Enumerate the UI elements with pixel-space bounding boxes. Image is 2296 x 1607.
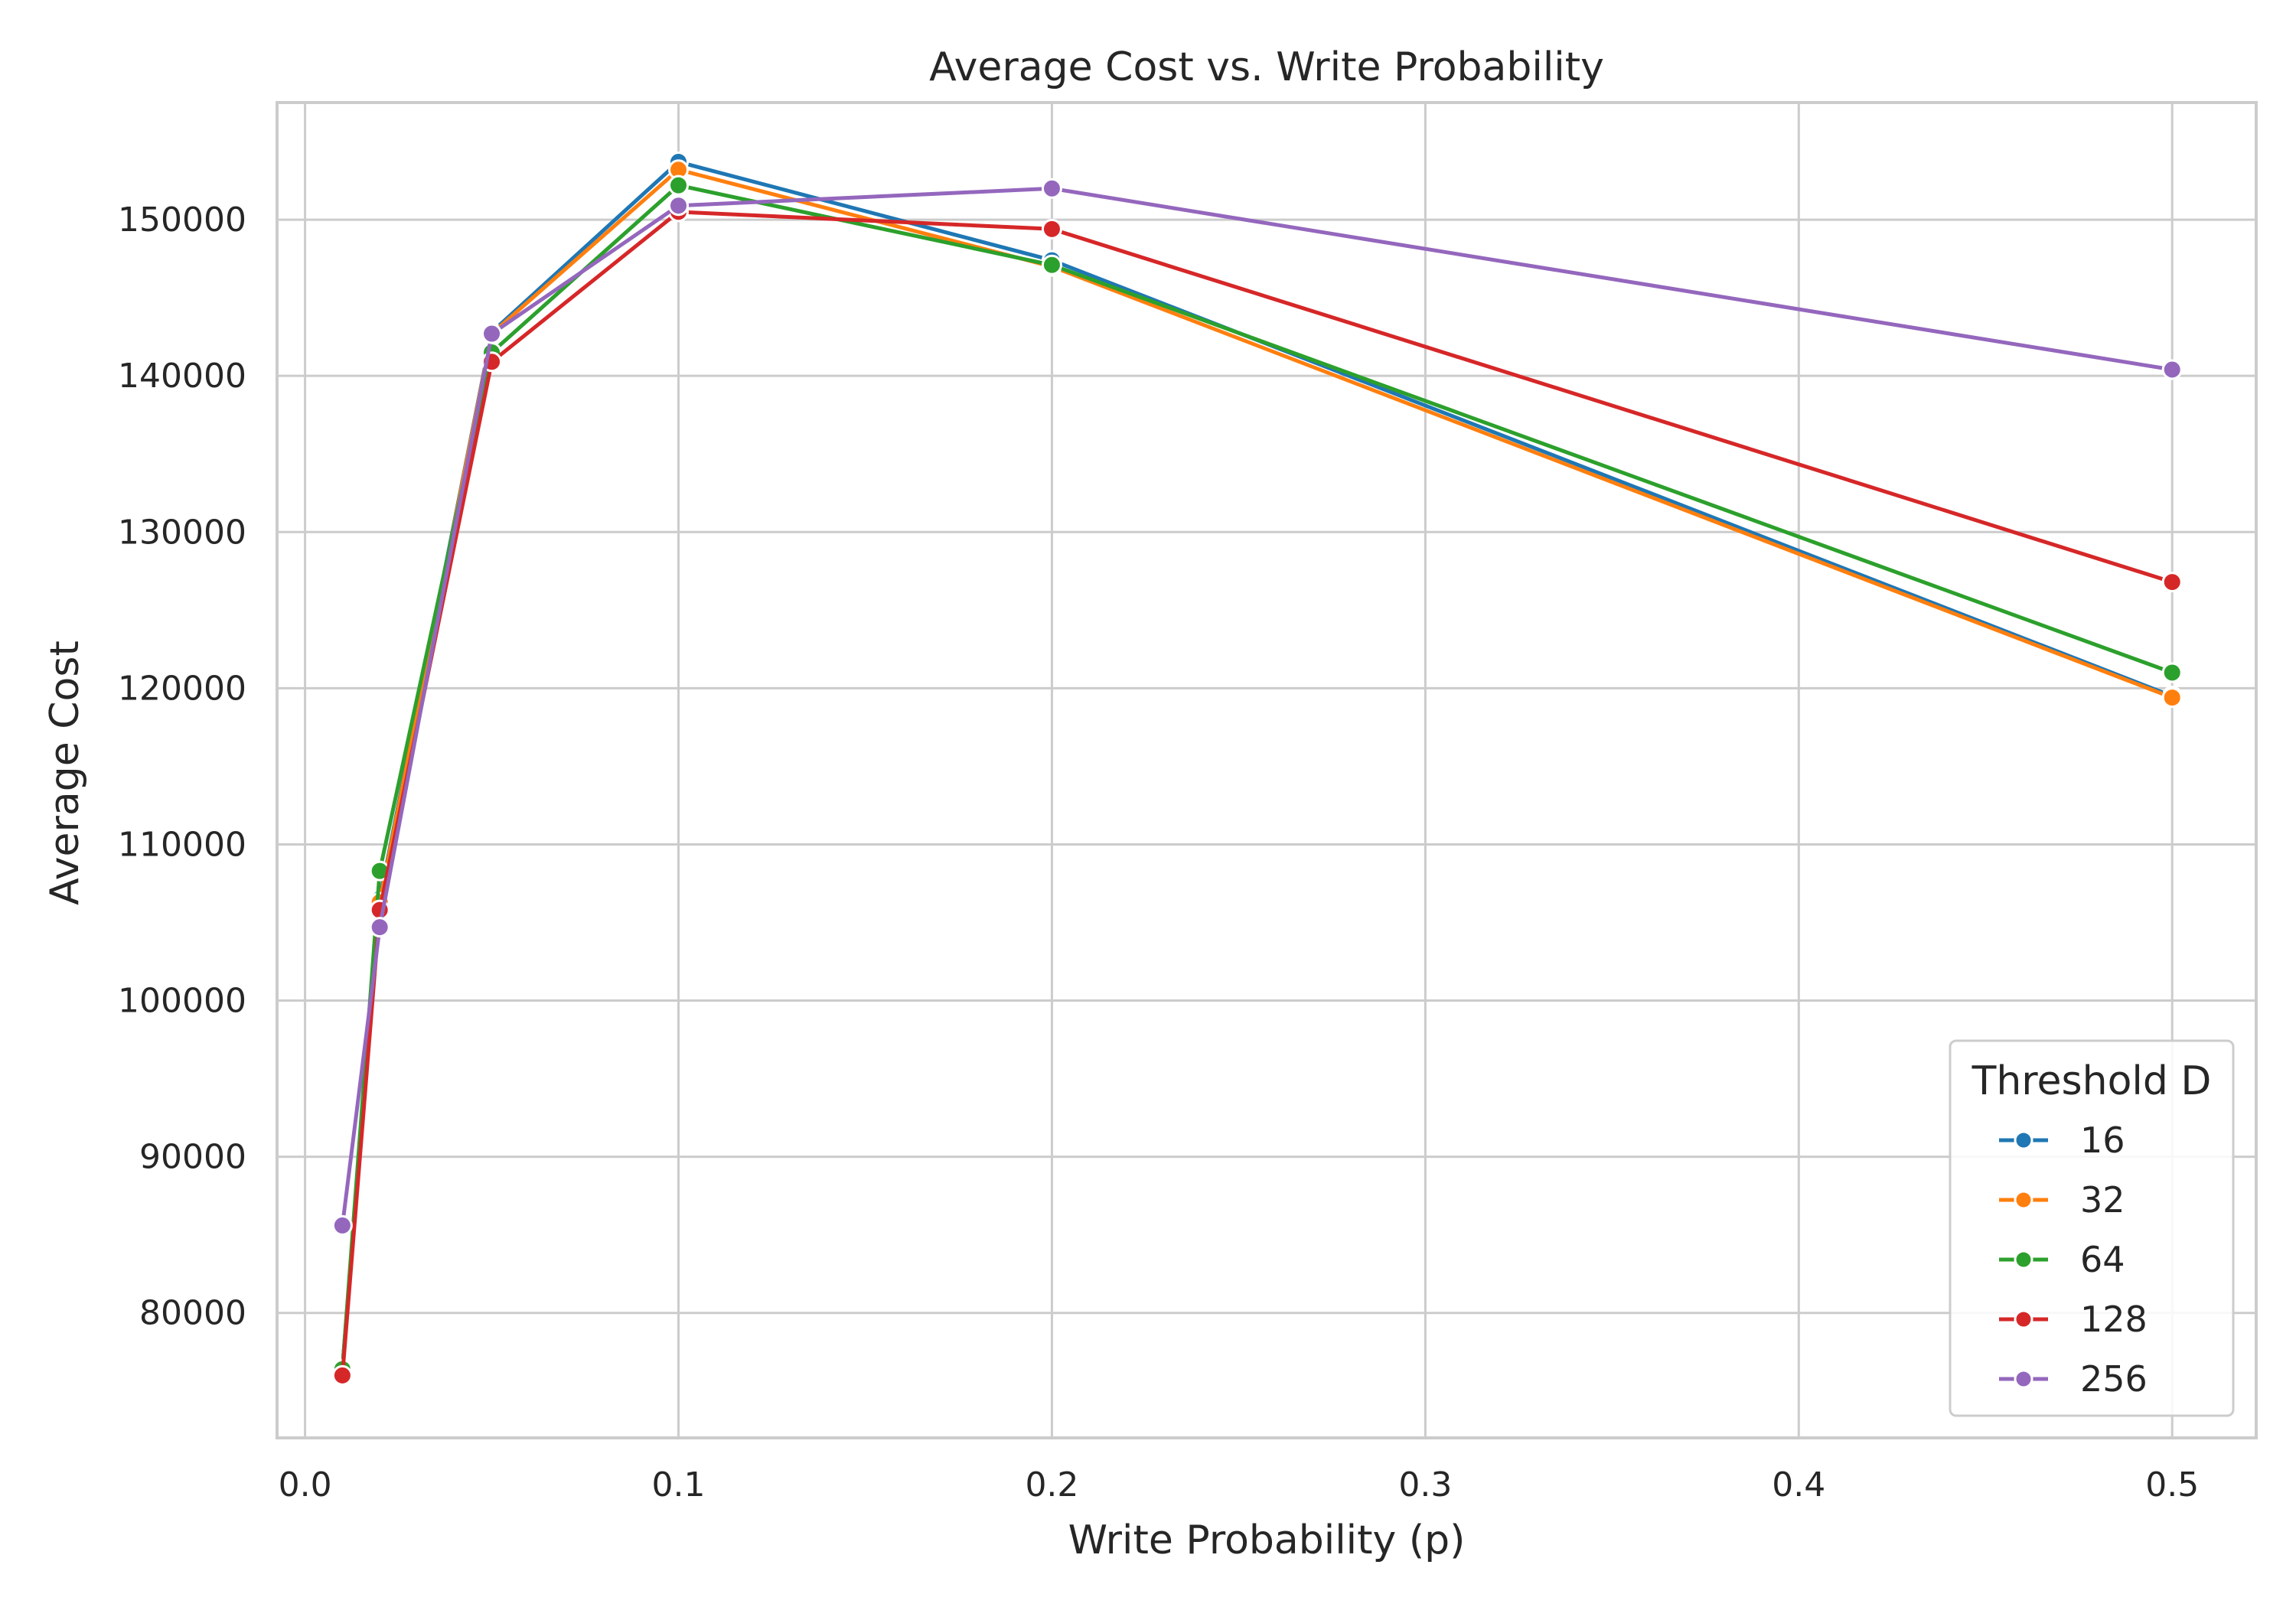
- data-point-256: [1041, 178, 1062, 199]
- data-point-256: [369, 917, 390, 938]
- x-tick-label: 0.3: [1398, 1465, 1452, 1504]
- series-64: [331, 174, 2183, 1380]
- data-point-64: [2161, 662, 2183, 683]
- y-tick-label: 150000: [118, 200, 246, 240]
- legend-label-128: 128: [2080, 1299, 2148, 1340]
- data-point-128: [2161, 572, 2183, 593]
- grid: [277, 103, 2256, 1438]
- data-point-128: [369, 899, 390, 921]
- x-axis-label: Write Probability (p): [1068, 1517, 1466, 1563]
- series-line-16: [340, 160, 2174, 1370]
- chart-title: Average Cost vs. Write Probability: [929, 44, 1604, 90]
- y-tick-label: 80000: [139, 1294, 246, 1333]
- series-line-256: [340, 186, 2174, 1227]
- legend-label-16: 16: [2080, 1120, 2125, 1161]
- y-tick-label: 120000: [118, 669, 246, 708]
- legend-marker-128: [2014, 1309, 2033, 1329]
- series-layer: [331, 152, 2183, 1386]
- legend-label-256: 256: [2080, 1358, 2148, 1400]
- series-line-128: [340, 210, 2174, 1377]
- legend-title: Threshold D: [1971, 1058, 2212, 1104]
- data-point-256: [2161, 359, 2183, 380]
- y-axis-label: Average Cost: [42, 641, 88, 905]
- y-tick-label: 100000: [118, 982, 246, 1021]
- legend-marker-32: [2014, 1190, 2033, 1210]
- series-32: [331, 159, 2183, 1381]
- x-tick-label: 0.2: [1025, 1465, 1078, 1504]
- tick-labels: 0.0 0.1 0.2 0.3 0.4 0.5 80000 90000 100000 110000…: [118, 200, 2199, 1504]
- legend-label-64: 64: [2080, 1239, 2125, 1280]
- x-tick-label: 0.5: [2145, 1465, 2199, 1504]
- legend-label-32: 32: [2080, 1179, 2125, 1221]
- series-256: [331, 178, 2183, 1236]
- x-tick-label: 0.0: [279, 1465, 332, 1504]
- series-16: [331, 152, 2183, 1378]
- series-line-32: [340, 168, 2174, 1373]
- data-point-256: [668, 195, 690, 217]
- legend-marker-16: [2014, 1130, 2033, 1150]
- y-tick-label: 110000: [118, 825, 246, 864]
- x-tick-label: 0.4: [1772, 1465, 1825, 1504]
- data-point-256: [481, 323, 503, 344]
- data-point-64: [668, 174, 690, 196]
- plot-frame: [276, 101, 2258, 1439]
- data-point-128: [331, 1364, 353, 1386]
- data-point-32: [2161, 687, 2183, 709]
- x-tick-label: 0.1: [652, 1465, 706, 1504]
- y-tick-label: 90000: [139, 1138, 246, 1177]
- y-tick-label: 140000: [118, 357, 246, 396]
- legend-marker-64: [2014, 1250, 2033, 1270]
- y-tick-label: 130000: [118, 513, 246, 552]
- data-point-64: [1041, 254, 1062, 275]
- data-point-128: [1041, 218, 1062, 240]
- legend: Threshold D 16 32 64 128 256: [1949, 1039, 2235, 1417]
- series-128: [331, 201, 2183, 1386]
- legend-marker-256: [2014, 1369, 2033, 1389]
- data-point-256: [331, 1214, 353, 1236]
- series-line-64: [340, 183, 2174, 1371]
